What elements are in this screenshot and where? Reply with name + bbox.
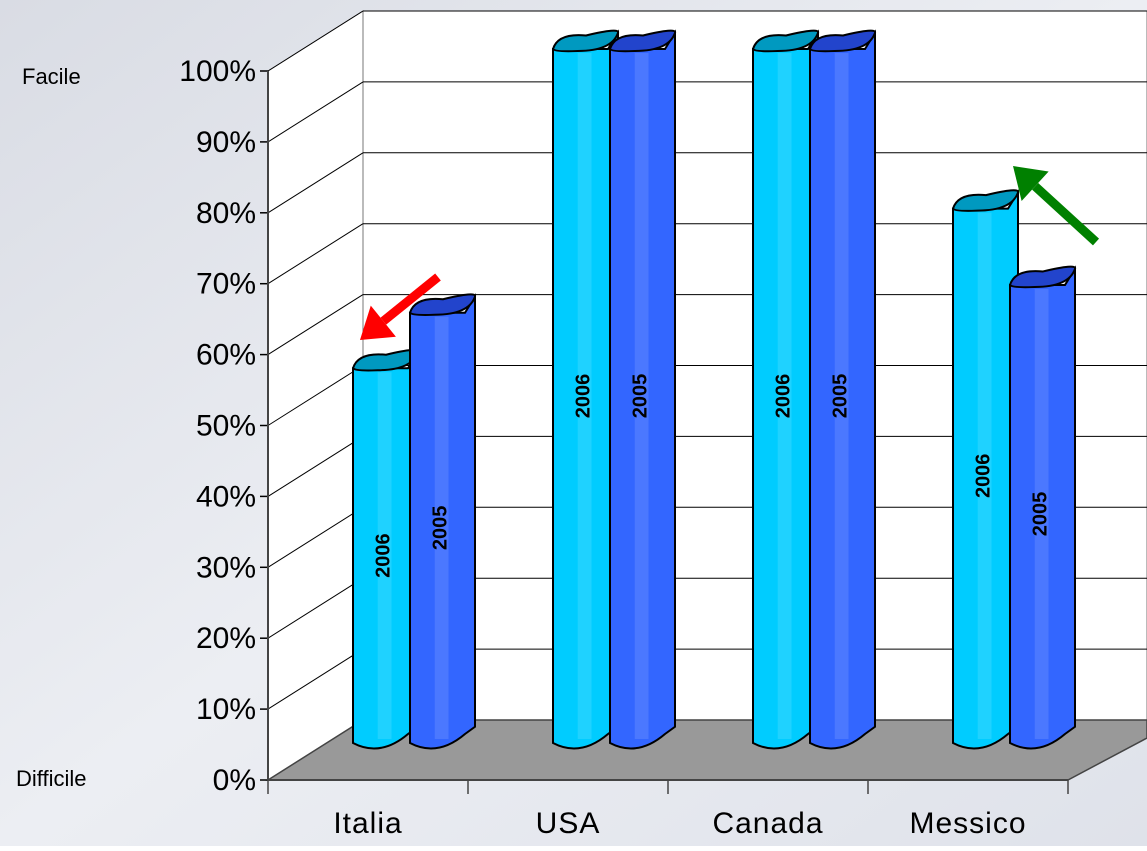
gridline-side <box>267 294 364 356</box>
gridline-side <box>267 365 364 426</box>
bar-top <box>1008 265 1077 289</box>
y-tick-label: 60% <box>196 339 256 372</box>
arrow-shaft <box>1032 182 1100 246</box>
gridline-side <box>267 435 364 497</box>
bar-italia-2006: 2006 <box>351 348 420 750</box>
y-tick-label: 10% <box>196 693 256 726</box>
bar-usa-2005: 2005 <box>608 29 677 750</box>
gridline-side <box>267 81 364 143</box>
bar-highlight <box>377 372 392 739</box>
bar-highlight <box>577 53 592 739</box>
bar-highlight <box>434 316 449 739</box>
gridline-side <box>267 506 364 568</box>
y-tick-label: 100% <box>179 55 256 88</box>
y-tick-label: 90% <box>196 126 256 159</box>
x-tick-label: Messico <box>909 807 1026 840</box>
y-top-label: Facile <box>22 64 81 89</box>
gridline-side <box>267 10 364 72</box>
bar-body <box>1009 265 1076 750</box>
bar-highlight <box>634 53 649 739</box>
y-tick-label: 50% <box>196 410 256 443</box>
bar-label: 2006 <box>973 454 995 499</box>
bar-body <box>809 29 876 750</box>
trend-arrow-down-icon <box>360 273 441 340</box>
bar-body <box>609 29 676 750</box>
bar-top <box>808 29 877 53</box>
bar-highlight <box>777 53 792 739</box>
gridline-side <box>267 152 364 214</box>
bar-messico-2006: 2006 <box>951 188 1020 750</box>
x-tick-label: USA <box>536 807 601 840</box>
bar-top <box>951 189 1020 212</box>
y-tick-label: 70% <box>196 268 256 301</box>
trend-arrow-up-icon <box>1013 166 1100 246</box>
gridline-side <box>267 648 364 710</box>
y-tick-label: 20% <box>196 622 256 655</box>
bar-highlight <box>977 212 992 739</box>
arrow-shaft <box>380 273 441 325</box>
y-tick-label: 40% <box>196 480 256 513</box>
y-bottom-label: Difficile <box>16 766 87 791</box>
bar-top <box>608 29 677 53</box>
gridline-side <box>267 577 364 639</box>
x-tick-label: Canada <box>712 807 823 840</box>
bar-label: 2006 <box>773 374 795 419</box>
bar-top <box>751 29 820 53</box>
bar-label: 2005 <box>830 374 852 419</box>
arrow-head <box>1013 166 1049 202</box>
bar-body <box>409 292 476 750</box>
bar-italia-2005: 2005 <box>408 292 477 750</box>
bar-top <box>408 293 477 316</box>
bar-label: 2005 <box>1030 492 1052 537</box>
bar-top <box>551 29 620 53</box>
bar-label: 2005 <box>630 374 652 419</box>
bar-usa-2006: 2006 <box>551 29 620 750</box>
y-tick-label: 0% <box>213 764 256 797</box>
bar-canada-2006: 2006 <box>751 29 820 750</box>
y-tick-label: 80% <box>196 197 256 230</box>
x-tick-label: Italia <box>333 807 402 840</box>
bar-highlight <box>834 53 849 739</box>
y-tick-label: 30% <box>196 551 256 584</box>
bar-label: 2006 <box>373 533 395 578</box>
gridline-side <box>267 223 364 285</box>
bar-label: 2006 <box>573 374 595 419</box>
bar-label: 2005 <box>430 506 452 551</box>
arrow-head <box>360 305 396 340</box>
bar-highlight <box>1034 288 1049 739</box>
bar-messico-2005: 2005 <box>1008 265 1077 750</box>
bar-canada-2005: 2005 <box>808 29 877 750</box>
